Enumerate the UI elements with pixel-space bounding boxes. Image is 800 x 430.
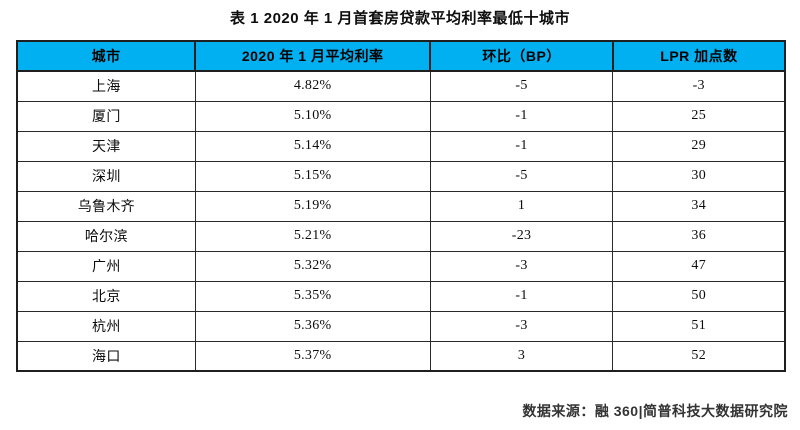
table-cell: 深圳 — [16, 160, 196, 192]
table-row: 海口 5.37% 3 52 — [16, 340, 786, 372]
header-cell-avg-rate: 2020 年 1 月平均利率 — [194, 40, 432, 72]
table-cell: 杭州 — [16, 310, 196, 342]
table-cell: 3 — [429, 340, 614, 372]
table-cell: 乌鲁木齐 — [16, 190, 196, 222]
table-cell: 50 — [612, 280, 786, 312]
table-body: 上海 4.82% -5 -3 厦门 5.10% -1 25 天津 5.14% -1 29 深圳 5.15%… — [16, 70, 786, 372]
table-cell: 海口 — [16, 340, 196, 372]
table-row: 厦门 5.10% -1 25 — [16, 100, 786, 132]
table-row: 杭州 5.36% -3 51 — [16, 310, 786, 342]
table-cell: 47 — [612, 250, 786, 282]
table-cell: -3 — [612, 70, 786, 102]
table-cell: 广州 — [16, 250, 196, 282]
table-cell: 北京 — [16, 280, 196, 312]
table-cell: -3 — [429, 310, 614, 342]
table-title: 表 1 2020 年 1 月首套房贷款平均利率最低十城市 — [230, 10, 570, 27]
header-row: 城市 2020 年 1 月平均利率 环比（BP） LPR 加点数 — [15, 40, 787, 72]
table-cell: 25 — [612, 100, 786, 132]
table-cell: 5.14% — [194, 130, 431, 162]
table-cell: 52 — [612, 340, 786, 372]
table-cell: 哈尔滨 — [16, 220, 196, 252]
table-cell: 51 — [612, 310, 786, 342]
table-cell: 厦门 — [16, 100, 196, 132]
table-row: 上海 4.82% -5 -3 — [16, 70, 786, 102]
table-cell: 5.36% — [194, 310, 431, 342]
table-row: 天津 5.14% -1 29 — [16, 130, 786, 162]
table-row: 哈尔滨 5.21% -23 36 — [16, 220, 786, 252]
table-cell: -1 — [429, 100, 614, 132]
header-cell-mom-bp: 环比（BP） — [429, 40, 614, 72]
table-cell: 5.32% — [194, 250, 431, 282]
table-cell: 5.19% — [194, 190, 431, 222]
table-cell: 5.21% — [194, 220, 431, 252]
table-cell: 34 — [612, 190, 786, 222]
table-cell: -1 — [429, 130, 614, 162]
table-cell: 5.10% — [194, 100, 431, 132]
header-cell-lpr-points: LPR 加点数 — [611, 40, 787, 72]
data-source-note: 数据来源：融 360|简普科技大数据研究院 — [522, 403, 788, 419]
table-cell: 4.82% — [194, 70, 431, 102]
table-cell: -1 — [429, 280, 614, 312]
table-cell: 29 — [612, 130, 786, 162]
table-cell: 天津 — [16, 130, 196, 162]
table-row: 乌鲁木齐 5.19% 1 34 — [16, 190, 786, 222]
table-cell: 上海 — [16, 70, 196, 102]
table-cell: 5.15% — [194, 160, 431, 192]
table-cell: -5 — [429, 70, 614, 102]
header-cell-city: 城市 — [15, 40, 197, 72]
table-row: 北京 5.35% -1 50 — [16, 280, 786, 312]
table-cell: 5.37% — [194, 340, 431, 372]
rates-table: 城市 2020 年 1 月平均利率 环比（BP） LPR 加点数 上海 4.82%… — [15, 40, 787, 372]
table-cell: 36 — [612, 220, 786, 252]
table-cell: 30 — [612, 160, 786, 192]
table-cell: -3 — [429, 250, 614, 282]
table-cell: -23 — [429, 220, 614, 252]
table-cell: 5.35% — [194, 280, 431, 312]
table-row: 广州 5.32% -3 47 — [16, 250, 786, 282]
table-row: 深圳 5.15% -5 30 — [16, 160, 786, 192]
table-cell: -5 — [429, 160, 614, 192]
table-cell: 1 — [429, 190, 614, 222]
